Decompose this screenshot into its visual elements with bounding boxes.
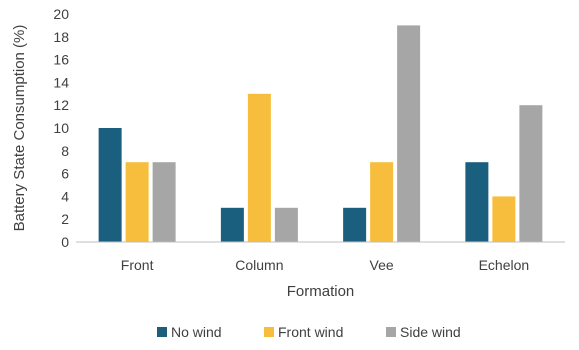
y-tick-label: 20 <box>53 6 69 22</box>
legend-label: No wind <box>171 324 222 340</box>
bar-side-wind-echelon <box>519 105 543 242</box>
bar-front-wind-vee <box>370 162 394 242</box>
bar-no-wind-column <box>220 207 244 242</box>
legend-label: Side wind <box>400 324 461 340</box>
y-tick-label: 14 <box>53 74 69 90</box>
y-tick-label: 0 <box>61 234 69 250</box>
bar-no-wind-front <box>98 128 122 242</box>
legend-swatch <box>386 327 396 337</box>
y-tick-label: 10 <box>53 120 69 136</box>
x-tick-label: Echelon <box>479 257 530 273</box>
bars <box>98 25 543 243</box>
bar-no-wind-vee <box>343 207 367 242</box>
x-tick-label: Vee <box>370 257 394 273</box>
x-axis-ticks: Front Column Vee Echelon <box>121 257 529 273</box>
legend-label: Front wind <box>278 324 343 340</box>
y-tick-label: 16 <box>53 52 69 68</box>
x-tick-label: Front <box>121 257 154 273</box>
y-tick-label: 2 <box>61 211 69 227</box>
bar-no-wind-echelon <box>465 162 489 242</box>
x-axis-title: Formation <box>287 283 355 300</box>
bar-side-wind-front <box>152 162 176 242</box>
legend-swatch <box>157 327 167 337</box>
y-axis-title: Battery State Consumption (%) <box>11 25 28 232</box>
bar-side-wind-column <box>274 207 298 242</box>
legend-swatch <box>264 327 274 337</box>
bar-front-wind-front <box>125 162 149 242</box>
legend: No wind Front wind Side wind <box>157 324 461 340</box>
y-tick-label: 4 <box>61 188 69 204</box>
y-tick-label: 12 <box>53 97 69 113</box>
y-axis-ticks: 0 2 4 6 8 10 12 14 16 18 20 <box>53 6 69 250</box>
bar-front-wind-echelon <box>492 196 516 242</box>
y-tick-label: 8 <box>61 143 69 159</box>
bar-front-wind-column <box>247 93 271 242</box>
x-tick-label: Column <box>235 257 283 273</box>
bar-side-wind-vee <box>397 25 421 243</box>
y-tick-label: 18 <box>53 29 69 45</box>
y-tick-label: 6 <box>61 166 69 182</box>
